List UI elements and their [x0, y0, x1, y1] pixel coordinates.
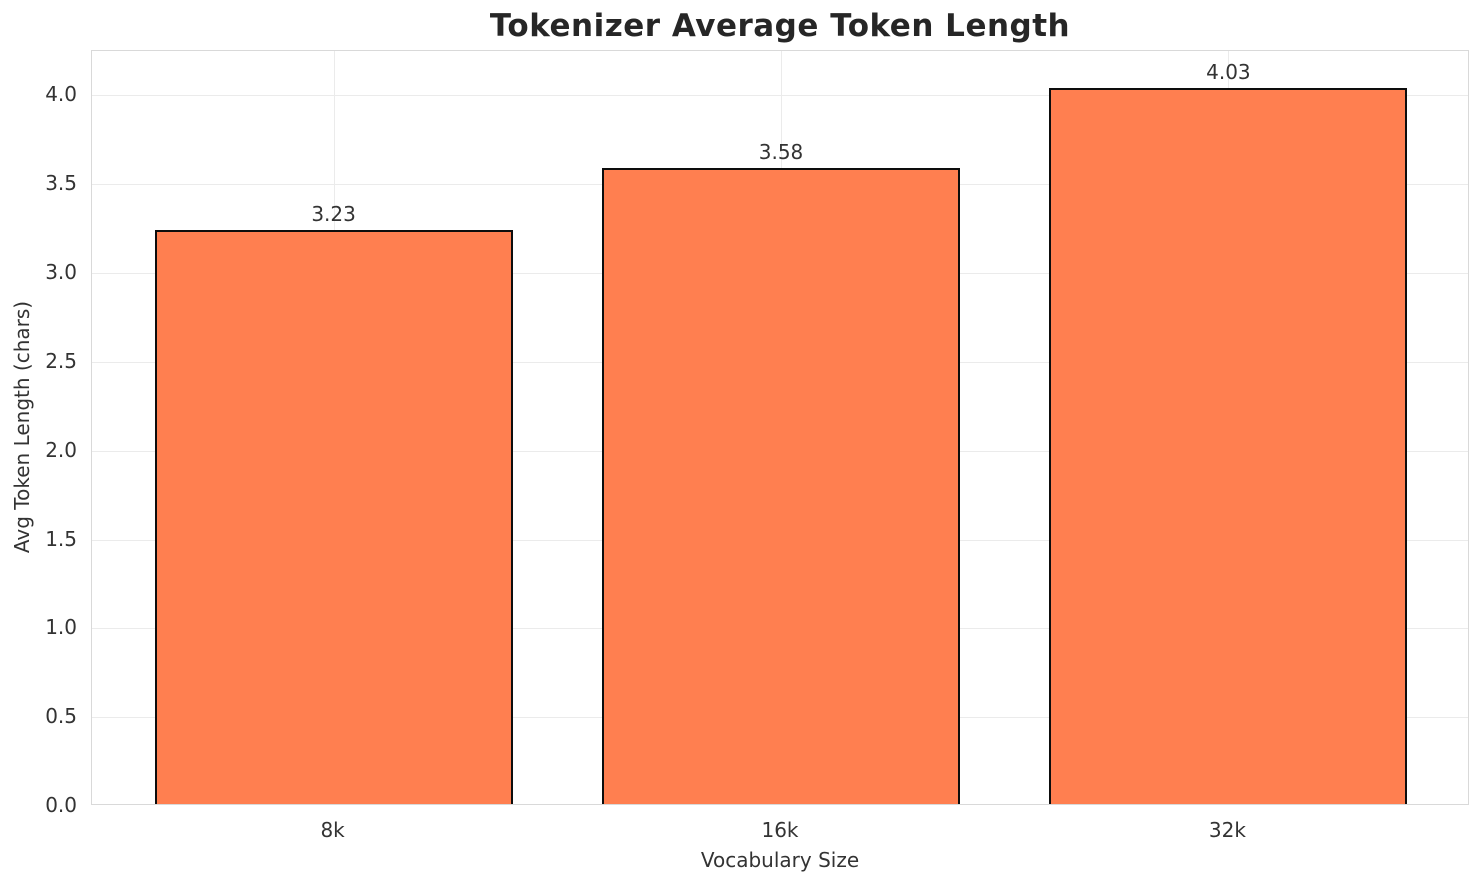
x-tick-label-32k: 32k	[1208, 818, 1246, 842]
y-tick-label-1.0: 1.0	[45, 615, 77, 640]
y-tick-label-2.5: 2.5	[45, 348, 77, 373]
x-tick-label-16k: 16k	[761, 818, 799, 842]
y-tick-label-4.0: 4.0	[45, 82, 77, 107]
y-axis-tick-gutter: 0.0 0.5 1.0 1.5 2.0 2.5 3.0 3.5 4.0	[0, 50, 91, 817]
bar-8k	[154, 230, 513, 804]
y-tick-label-3.0: 3.0	[45, 260, 77, 285]
horizontal-gridline	[92, 95, 1468, 97]
bar-32k	[1049, 88, 1408, 804]
chart-title: Tokenizer Average Token Length	[489, 8, 1071, 44]
y-tick-label-0.5: 0.5	[45, 704, 77, 729]
y-tick-label-1.5: 1.5	[45, 526, 77, 551]
bar-value-label-16k: 3.58	[758, 140, 804, 165]
y-tick-label-0.0: 0.0	[45, 793, 77, 817]
y-axis-label: Avg Token Length (chars)	[10, 300, 34, 554]
plot-area: 3.23 3.58 4.03	[91, 50, 1469, 805]
y-tick-label-3.5: 3.5	[45, 171, 77, 196]
x-axis-label: Vocabulary Size	[700, 848, 860, 872]
bar-value-label-8k: 3.23	[311, 202, 356, 227]
x-tick-label-8k: 8k	[320, 818, 345, 842]
y-tick-label-2.0: 2.0	[45, 437, 77, 462]
bar-value-label-32k: 4.03	[1206, 60, 1251, 85]
bar-16k	[602, 168, 960, 804]
